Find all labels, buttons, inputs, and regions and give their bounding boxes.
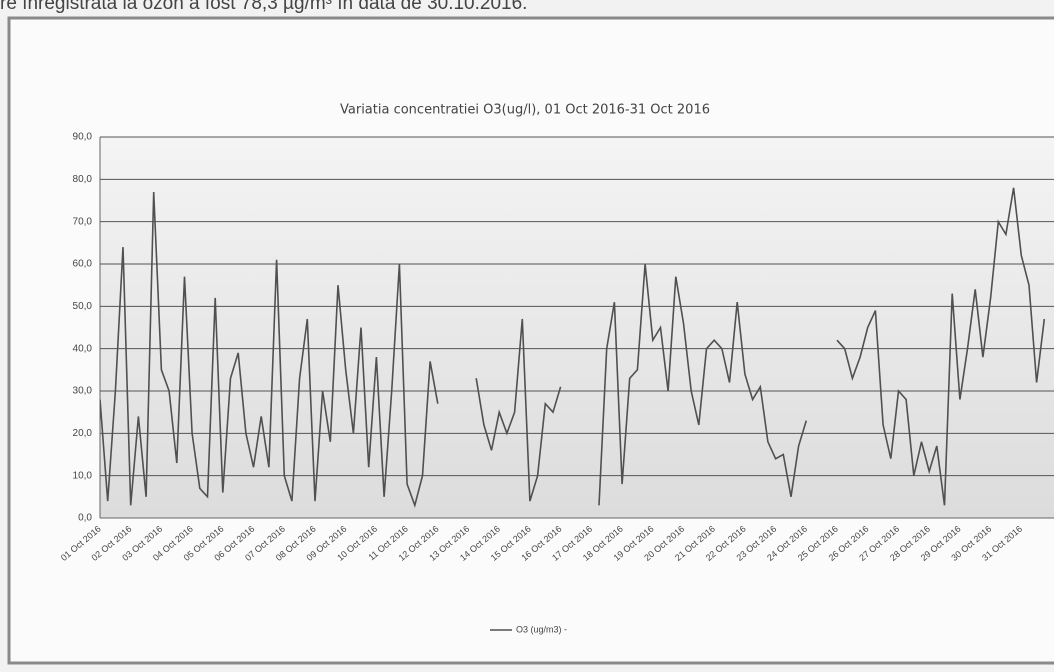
- data-line: [100, 187, 1046, 508]
- y-tick-label: 80,0: [73, 174, 93, 185]
- y-tick-label: 40,0: [73, 343, 93, 354]
- y-tick-label: 20,0: [73, 428, 93, 439]
- legend-label: O3 (ug/m3) -: [516, 624, 567, 634]
- y-tick-label: 0,0: [78, 513, 92, 524]
- plot-area: [100, 137, 1054, 518]
- y-tick-label: 10,0: [73, 470, 93, 481]
- y-tick-label: 90,0: [73, 132, 93, 143]
- caption: re înregistrată la ozon a fost 78,3 µg/m…: [0, 0, 527, 14]
- y-tick-label: 50,0: [73, 301, 93, 312]
- chart-title: Variatia concentratiei O3(ug/l), 01 Oct …: [340, 103, 710, 118]
- y-tick-label: 70,0: [73, 216, 93, 227]
- y-tick-label: 60,0: [73, 259, 93, 270]
- y-tick-label: 30,0: [73, 386, 93, 397]
